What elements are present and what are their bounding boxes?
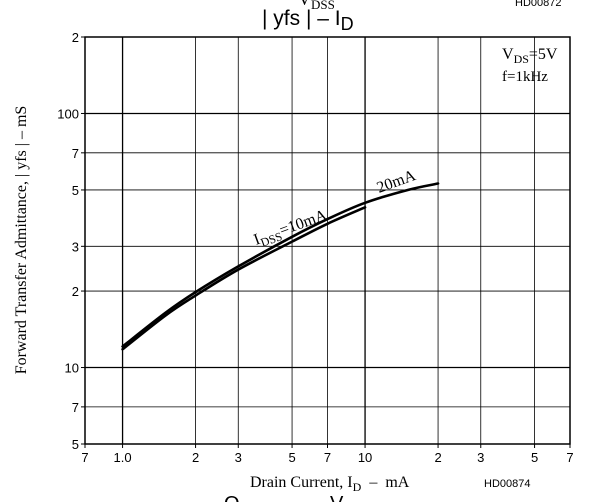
y-axis-label: Forward Transfer Admittance, | yfs | – m…	[13, 106, 30, 375]
y-tick-label: 2	[72, 284, 79, 299]
condition-freq: f=1kHz	[502, 69, 548, 85]
y-tick-label: 3	[72, 239, 79, 254]
x-axis-label-unit: – mA	[361, 474, 409, 491]
x-tick-label: 2	[192, 450, 199, 465]
x-tick-label: 2	[434, 450, 441, 465]
x-tick-label: 1.0	[114, 450, 132, 465]
x-tick-label: 7	[81, 450, 88, 465]
y-tick-label: 100	[57, 106, 79, 121]
x-tick-label: 5	[531, 450, 538, 465]
x-tick-label: 5	[288, 450, 295, 465]
x-tick-label: 7	[566, 450, 573, 465]
condition-vds-value: =5V	[529, 46, 558, 63]
top-right-code: HD00872	[515, 0, 561, 9]
series-line-1	[121, 206, 367, 351]
y-tick-label: 5	[72, 183, 79, 198]
condition-vds-sub: DS	[514, 52, 529, 66]
x-axis-label: Drain Current, ID – mA	[250, 474, 410, 494]
grid	[81, 36, 571, 448]
top-fragment: VDSS	[298, 0, 335, 12]
bottom-fragment-2: V	[330, 493, 344, 502]
y-tick-label: 7	[72, 146, 79, 161]
bottom-fragment: O	[224, 493, 240, 502]
bottom-right-code: HD00874	[484, 478, 530, 490]
condition-vds: VDS=5V	[502, 46, 558, 66]
x-axis-label-sub: D	[353, 480, 362, 494]
top-fragment-sub: DSS	[311, 0, 335, 12]
plot-frame	[84, 36, 571, 445]
y-tick-label: 5	[72, 437, 79, 452]
chart-title: | yfs | – ID	[262, 7, 354, 34]
chart-title-sub: D	[341, 14, 354, 34]
series-group	[121, 182, 440, 351]
x-tick-labels: 7 1.0 2 3 5 7 10 2 3 5 7	[81, 450, 573, 465]
x-tick-label: 7	[324, 450, 331, 465]
y-tick-label: 7	[72, 400, 79, 415]
y-tick-label: 2	[72, 30, 79, 45]
x-tick-label: 3	[235, 450, 242, 465]
y-tick-label: 10	[65, 361, 79, 376]
x-tick-label: 3	[477, 450, 484, 465]
x-tick-label: 10	[358, 450, 372, 465]
series-line-2	[121, 182, 440, 348]
y-tick-labels: 5 7 10 2 3 5 7 100 2	[57, 30, 79, 452]
